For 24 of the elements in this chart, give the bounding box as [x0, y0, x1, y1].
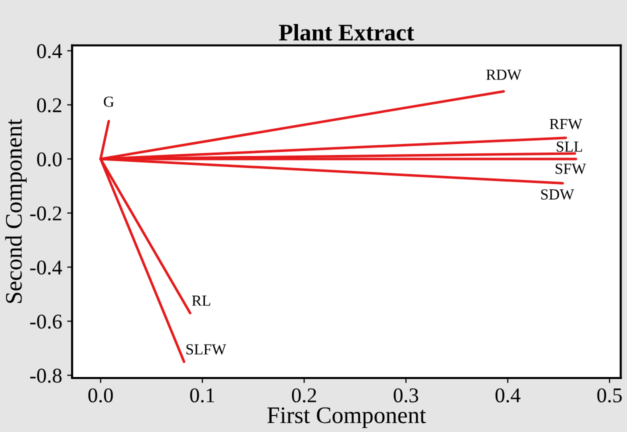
y-tick-label: -0.6 [30, 314, 62, 329]
x-tick-label: 0.0 [88, 388, 113, 402]
x-tick-label: 0.1 [190, 388, 214, 402]
x-tick-label: 0.3 [394, 388, 418, 402]
series-label: RFW [550, 119, 582, 130]
y-tick-label: -0.8 [30, 368, 62, 383]
x-axis-title: First Component [267, 407, 426, 428]
series-label: SLFW [186, 344, 226, 355]
y-tick-label: 0.0 [37, 152, 62, 166]
y-tick-label: -0.4 [30, 260, 62, 275]
series-label: SFW [556, 164, 586, 174]
x-tick-label: 0.5 [597, 388, 622, 402]
x-tick-label: 0.2 [292, 388, 316, 402]
series-label: RDW [486, 70, 522, 80]
y-axis-title: Second Component [5, 119, 27, 303]
y-tick-label: 0.2 [37, 98, 62, 112]
series-label: G [104, 96, 114, 107]
series-label: SDW [541, 189, 574, 200]
chart-title: Plant Extract [278, 24, 414, 41]
y-tick-label: 0.4 [37, 44, 62, 58]
x-tick-label: 0.4 [496, 388, 520, 402]
y-tick-label: -0.2 [30, 206, 62, 221]
series-label: SLL [556, 142, 582, 152]
series-label: RL [192, 296, 210, 306]
